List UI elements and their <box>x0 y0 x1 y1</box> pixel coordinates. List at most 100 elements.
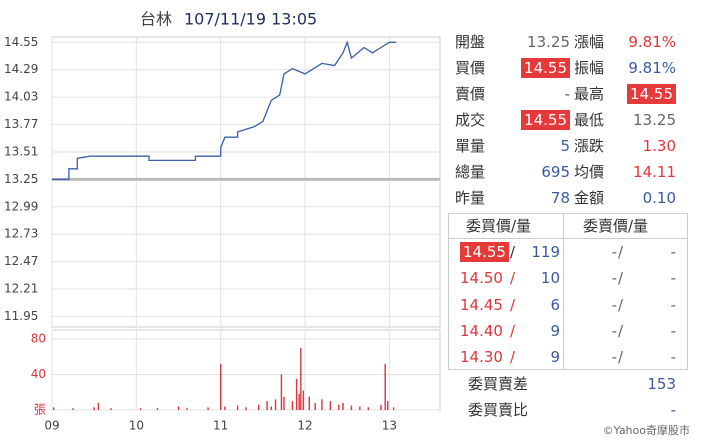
volume-bar <box>392 407 395 410</box>
timestamp: 107/11/19 13:05 <box>184 10 317 29</box>
y-tick-label: 13.77 <box>4 117 38 131</box>
volume-bar <box>219 363 222 410</box>
ask-price: - <box>611 348 617 367</box>
separator: / <box>618 295 624 314</box>
x-tick-label: 10 <box>129 419 144 433</box>
quote-label: 總量 <box>455 163 486 181</box>
footer: ©Yahoo奇摩股市 <box>602 424 690 437</box>
volume-bar <box>329 401 332 410</box>
y-tick-label: 11.95 <box>4 309 38 323</box>
separator: / <box>510 321 516 340</box>
quote-label: 昨量 <box>455 189 486 207</box>
volume-bar <box>308 396 310 410</box>
quote-value: 5 <box>560 137 570 155</box>
volume-bar <box>257 404 260 410</box>
volume-bar <box>207 407 209 410</box>
separator: / <box>510 243 516 261</box>
volume-bar <box>97 402 100 410</box>
volume-bar <box>236 405 239 410</box>
x-tick-label: 11 <box>213 419 228 433</box>
volume-bar <box>224 406 226 410</box>
volume-bar <box>177 406 180 410</box>
volume-bar <box>52 407 55 410</box>
separator: / <box>618 321 624 340</box>
quote-label: 買價 <box>455 59 486 77</box>
bid-volume: 6 <box>550 295 560 314</box>
ask-volume: - <box>670 269 676 288</box>
separator: / <box>618 348 624 367</box>
quote-label: 漲幅 <box>574 33 605 51</box>
volume-bar <box>72 408 74 410</box>
bid-price: 14.45 <box>460 295 503 314</box>
volume-bar <box>298 394 300 410</box>
volume-bar <box>186 408 188 410</box>
quote-value: 13.25 <box>527 33 570 51</box>
price-line <box>52 40 397 181</box>
plot-frame <box>51 329 441 411</box>
separator: / <box>618 269 624 288</box>
summary-label: 委買賣差 <box>468 375 529 393</box>
y-tick-label: 13.51 <box>4 144 38 158</box>
volume-bar <box>300 347 302 410</box>
ask-volume: - <box>670 348 676 367</box>
bid-price: 14.50 <box>460 269 503 288</box>
ask-volume: - <box>670 295 676 314</box>
y-tick-label: 12.47 <box>4 254 38 268</box>
volume-bar <box>139 408 142 410</box>
quote-value: 695 <box>541 163 570 181</box>
volume-bar <box>266 401 268 410</box>
quote-value: 9.81% <box>628 33 676 51</box>
volume-bar <box>387 401 389 410</box>
quote-label: 最低 <box>574 111 605 129</box>
order-book-frame <box>448 213 688 370</box>
volume-bar <box>302 390 305 410</box>
y-tick-label: 14.03 <box>4 90 38 104</box>
volume-bar <box>350 405 353 410</box>
summary-label: 委買賣比 <box>468 401 529 419</box>
quote-label: 開盤 <box>455 33 486 51</box>
quote-label: 漲跌 <box>574 137 605 155</box>
volume-bar <box>291 401 294 410</box>
volume-bar <box>156 408 159 410</box>
stock-name: 台林 <box>140 10 172 29</box>
quote-value: 14.55 <box>521 110 570 130</box>
order-book-header: 委賣價/量 <box>583 217 649 235</box>
volume-bar <box>342 402 344 410</box>
volume-bar <box>367 407 370 410</box>
volume-bar <box>93 407 95 410</box>
quote-value: 9.81% <box>628 59 676 77</box>
y-tick-label: 13.25 <box>4 172 38 186</box>
chart: 台林 107/11/19 13:05 14.55 14.29 14.03 13.77 1… <box>4 10 441 433</box>
quote-label: 振幅 <box>574 59 605 77</box>
separator: / <box>510 348 516 367</box>
quote-value: 1.30 <box>642 137 676 155</box>
plot-frame <box>51 36 441 328</box>
bid-price: 14.30 <box>460 348 503 367</box>
bid-price: 14.55 <box>460 242 509 262</box>
divider <box>563 213 564 370</box>
volume-bar <box>359 406 361 410</box>
y-tick-label: 12.99 <box>4 199 38 213</box>
quote-value: 78 <box>550 189 570 207</box>
quote-label: 賣價 <box>455 85 486 103</box>
quote-label: 單量 <box>455 137 486 155</box>
quote-value: 14.55 <box>521 58 570 78</box>
ask-price: - <box>611 321 617 340</box>
quote-label: 最高 <box>574 85 605 103</box>
quote-value: 14.11 <box>633 163 676 181</box>
volume-bar <box>384 363 386 410</box>
y-tick-label: 40 <box>31 367 46 381</box>
x-tick-label: 12 <box>297 419 312 433</box>
volume-bar <box>283 396 285 410</box>
y-tick-label: 12.73 <box>4 227 38 241</box>
volume-bar <box>380 404 382 410</box>
quote-label: 均價 <box>574 163 605 181</box>
bid-volume: 10 <box>540 269 560 288</box>
volume-bar <box>270 406 273 410</box>
ask-price: - <box>611 295 617 314</box>
bid-price: 14.40 <box>460 321 503 340</box>
y-tick-label: 12.21 <box>4 282 38 296</box>
separator: / <box>510 269 516 288</box>
order-book-header: 委買價/量 <box>466 217 532 235</box>
